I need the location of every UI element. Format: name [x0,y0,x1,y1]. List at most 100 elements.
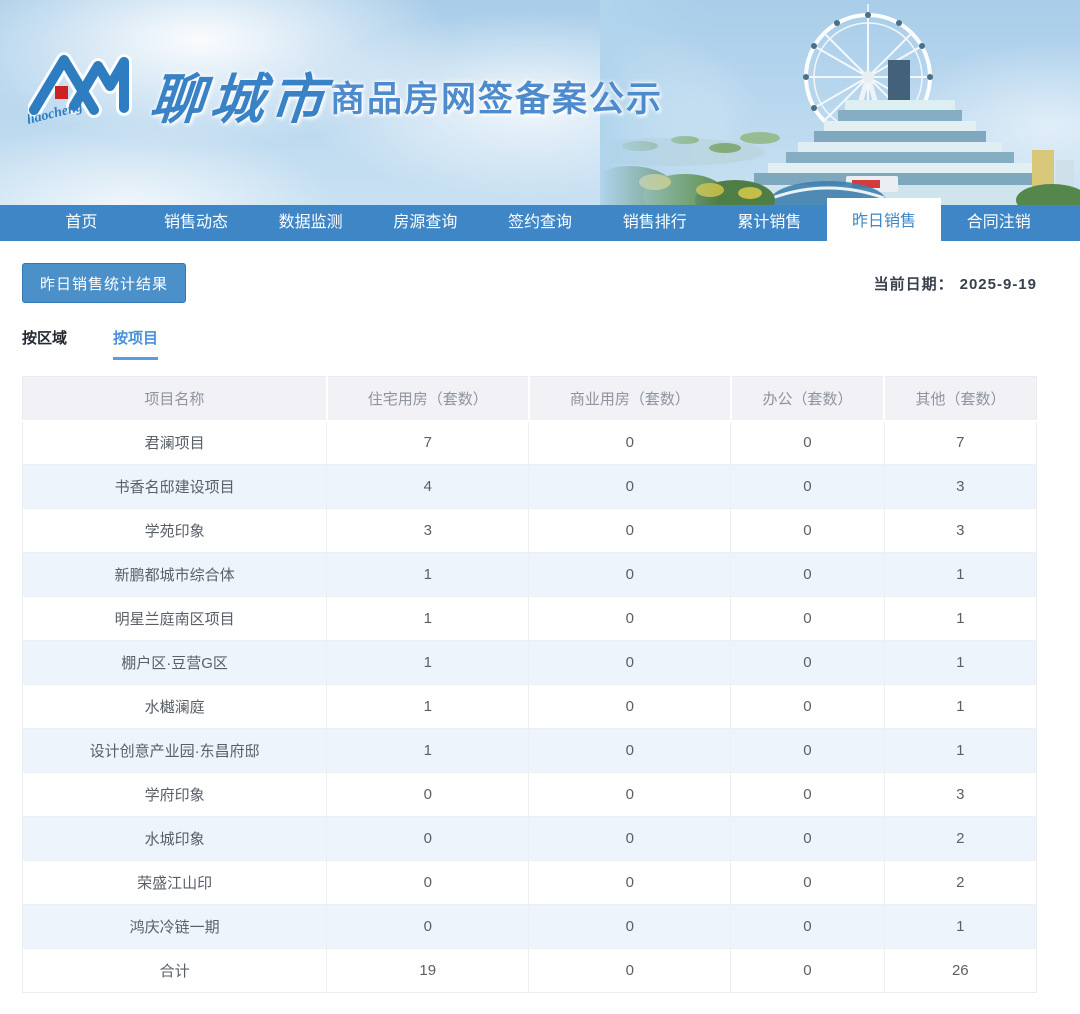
nav-item-home[interactable]: 首页 [65,214,98,231]
value-cell: 0 [528,948,731,993]
value-cell: 1 [326,684,529,729]
cloud-decoration [0,120,340,205]
value-cell: 1 [883,552,1037,597]
value-cell: 0 [730,948,885,993]
value-cell: 0 [528,860,731,905]
value-cell: 0 [326,904,529,949]
view-tab-by-district[interactable]: 按区域 [22,330,68,347]
project-name-cell: 棚户区·豆营G区 [22,640,327,685]
value-cell: 2 [883,816,1037,861]
value-cell: 0 [730,508,885,553]
value-cell: 2 [883,860,1037,905]
value-cell: 0 [730,420,885,465]
main-nav: 首页 销售动态 数据监测 房源查询 签约查询 销售排行 累计销售 昨日销售 合同注销 [0,198,1080,241]
column-header-0: 项目名称 [22,376,327,422]
table-row: 鸿庆冷链一期 0 0 0 1 [22,904,1037,949]
nav-item-sales-ranking[interactable]: 销售排行 [622,214,687,231]
sales-table-head: 项目名称 住宅用房（套数） 商业用房（套数） 办公（套数） 其他（套数） [22,376,1037,422]
column-header-4: 其他（套数） [883,376,1037,422]
main-content: 昨日销售统计结果 当前日期： 2025-9-19 按区域 按项目 项目名称 住宅用房（… [0,241,1080,1011]
value-cell: 0 [730,904,885,949]
value-cell: 1 [883,728,1037,773]
nav-item-listing-query[interactable]: 房源查询 [393,214,458,231]
table-row: 学府印象 0 0 0 3 [22,772,1037,817]
value-cell: 0 [730,728,885,773]
project-name-cell: 水樾澜庭 [22,684,327,729]
project-name-cell: 设计创意产业园·东昌府邸 [22,728,327,773]
value-cell: 1 [883,904,1037,949]
nav-item-data-monitor[interactable]: 数据监测 [278,214,343,231]
project-name-cell: 学府印象 [22,772,327,817]
nav-item-signing-query[interactable]: 签约查询 [508,214,573,231]
value-cell: 0 [528,508,731,553]
value-cell: 0 [730,772,885,817]
value-cell: 0 [730,464,885,509]
nav-item-contract-cancel[interactable]: 合同注销 [966,214,1031,231]
value-cell: 4 [326,464,529,509]
value-cell: 0 [730,860,885,905]
column-header-3: 办公（套数） [729,376,885,422]
value-cell: 0 [730,596,885,641]
value-cell: 0 [528,420,731,465]
nav-item-cumulative-sales[interactable]: 累计销售 [737,214,802,231]
value-cell: 3 [326,508,529,553]
sales-table-body: 君澜项目 7 0 0 7 书香名邸建设项目 4 0 0 3 学苑印象 3 0 0 3 新鹏都城市综合体 1 0 0 1… [22,420,1037,993]
table-row: 水城印象 0 0 0 2 [22,816,1037,861]
value-cell: 0 [528,816,731,861]
table-row: 君澜项目 7 0 0 7 [22,420,1037,465]
city-photo-illustration [600,0,1080,205]
table-row: 新鹏都城市综合体 1 0 0 1 [22,552,1037,597]
current-date-value: 2025-9-19 [959,275,1037,293]
value-cell: 0 [326,772,529,817]
yesterday-sales-result-button[interactable]: 昨日销售统计结果 [22,263,187,303]
project-name-cell: 鸿庆冷链一期 [22,904,327,949]
value-cell: 0 [528,772,731,817]
project-name-cell: 君澜项目 [22,420,327,465]
value-cell: 1 [883,596,1037,641]
value-cell: 0 [528,728,731,773]
project-name-cell: 合计 [22,948,327,993]
column-header-1: 住宅用房（套数） [325,376,529,422]
value-cell: 1 [326,552,529,597]
value-cell: 0 [326,816,529,861]
site-title: 商品房网签备案公示 [330,80,664,119]
table-row: 设计创意产业园·东昌府邸 1 0 0 1 [22,728,1037,773]
value-cell: 0 [528,552,731,597]
city-name: 聊城市 [147,69,333,130]
project-name-cell: 新鹏都城市综合体 [22,552,327,597]
table-row: 合计 19 0 0 26 [22,948,1037,993]
value-cell: 0 [730,684,885,729]
toolbar: 昨日销售统计结果 当前日期： 2025-9-19 [22,263,1037,303]
nav-item-yesterday-sales[interactable]: 昨日销售 [826,198,942,241]
view-tab-by-project[interactable]: 按项目 [113,327,159,360]
column-header-2: 商业用房（套数） [527,376,731,422]
value-cell: 26 [883,948,1037,993]
brand-block: liaocheng 聊城市 商品房网签备案公示 [28,46,664,130]
value-cell: 3 [883,508,1037,553]
table-row: 书香名邸建设项目 4 0 0 3 [22,464,1037,509]
value-cell: 1 [326,596,529,641]
project-name-cell: 明星兰庭南区项目 [22,596,327,641]
project-name-cell: 学苑印象 [22,508,327,553]
logo-red-square [55,86,68,99]
view-tabs: 按区域 按项目 [22,327,1037,360]
project-name-cell: 书香名邸建设项目 [22,464,327,509]
value-cell: 0 [326,860,529,905]
table-row: 学苑印象 3 0 0 3 [22,508,1037,553]
table-row: 水樾澜庭 1 0 0 1 [22,684,1037,729]
value-cell: 1 [326,640,529,685]
value-cell: 0 [528,684,731,729]
value-cell: 7 [883,420,1037,465]
value-cell: 0 [528,640,731,685]
liaocheng-logo-icon: liaocheng [28,52,132,128]
value-cell: 0 [528,596,731,641]
value-cell: 0 [730,640,885,685]
nav-list: 首页 销售动态 数据监测 房源查询 签约查询 销售排行 累计销售 昨日销售 合同注销 [0,198,1080,241]
current-date-label: 当前日期： [873,275,954,293]
sales-table: 项目名称 住宅用房（套数） 商业用房（套数） 办公（套数） 其他（套数） 君澜项目 7 0 0… [22,376,1037,993]
table-row: 棚户区·豆营G区 1 0 0 1 [22,640,1037,685]
project-name-cell: 水城印象 [22,816,327,861]
value-cell: 7 [326,420,529,465]
value-cell: 0 [730,816,885,861]
nav-item-sales-trends[interactable]: 销售动态 [164,214,229,231]
